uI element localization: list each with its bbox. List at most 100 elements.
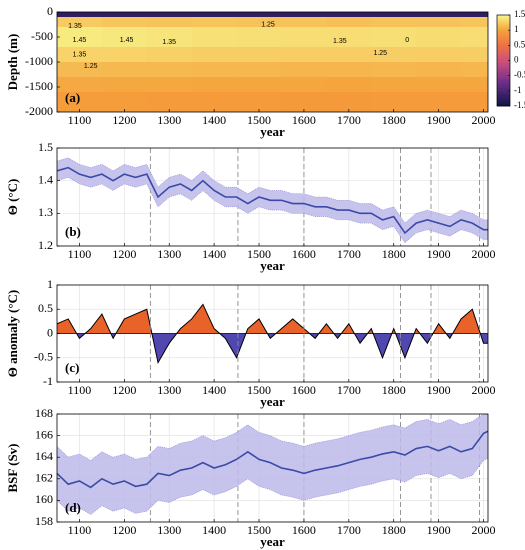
y-tick-label: -500 (31, 29, 53, 43)
heat-cell (191, 47, 238, 63)
heat-cell (281, 92, 327, 112)
colorbar-swatch (497, 85, 510, 89)
x-tick-label: 1900 (427, 523, 451, 537)
heat-cell (461, 17, 488, 28)
contour-label: 1.25 (261, 21, 275, 28)
y-tick-label: 0.5 (38, 301, 53, 315)
contour-label: 1.35 (333, 38, 347, 45)
heat-cell (371, 12, 417, 18)
heat-cell (191, 77, 238, 93)
x-axis-label: year (260, 394, 285, 409)
x-tick-label: 1500 (247, 247, 271, 261)
heat-cell (371, 62, 417, 78)
colorbar-swatch (497, 60, 510, 64)
panel-label: (b) (65, 224, 81, 239)
heat-cell (416, 47, 462, 63)
colorbar-swatch (497, 46, 510, 50)
heat-cell (461, 62, 488, 78)
y-tick-label: 1.5 (38, 140, 53, 154)
x-tick-label: 1600 (292, 383, 316, 397)
heat-cell (461, 27, 488, 48)
x-tick-label: 1800 (382, 247, 406, 261)
x-tick-label: 1500 (247, 113, 271, 127)
axes-frame (56, 413, 489, 523)
x-tick-label: 1800 (382, 113, 406, 127)
contour-label: 1.25 (373, 50, 387, 57)
heat-cell (416, 27, 462, 48)
colorbar-swatch (497, 80, 510, 84)
colorbar-tick-label: 1 (514, 24, 519, 34)
y-tick-label: -2000 (25, 104, 53, 118)
y-axis-label: Depth (m) (5, 34, 20, 91)
heat-cell (236, 62, 282, 78)
heat-cell (236, 17, 282, 28)
colorbar-swatch (497, 26, 510, 30)
colorbar-swatch (497, 28, 510, 32)
colorbar-tick-label: -1.5 (514, 100, 525, 110)
x-tick-label: 1300 (157, 523, 181, 537)
contour-label: 1.35 (68, 23, 82, 30)
heat-cell (461, 77, 488, 93)
heat-cell (146, 77, 193, 93)
colorbar-swatch (497, 55, 510, 59)
heat-cell (146, 62, 193, 78)
heat-cell (326, 17, 372, 28)
x-axis-label: year (260, 124, 285, 139)
heat-cell (236, 12, 282, 18)
plot-area (57, 285, 488, 382)
colorbar-swatch (497, 58, 510, 61)
x-tick-label: 2000 (472, 113, 496, 127)
colorbar-tick-label: 0 (514, 55, 519, 65)
heat-cell (191, 27, 238, 48)
x-tick-label: 1400 (202, 247, 226, 261)
y-tick-label: 166 (35, 427, 53, 441)
colorbar-swatch (497, 40, 510, 43)
y-axis-label: Θ anomaly (°C) (5, 290, 20, 378)
colorbar-swatch (497, 21, 510, 25)
y-tick-label: -0.5 (34, 350, 53, 364)
heat-cell (461, 92, 488, 112)
heat-cell (101, 92, 148, 112)
colorbar-swatch (497, 71, 510, 75)
x-tick-label: 1200 (112, 113, 136, 127)
colorbar-swatch (497, 49, 510, 52)
colorbar-swatch (497, 99, 510, 102)
colorbar-swatch (497, 17, 510, 20)
heat-cell (146, 12, 193, 18)
heat-cell (57, 92, 103, 112)
x-tick-label: 1500 (247, 523, 271, 537)
heat-cell (146, 17, 193, 28)
y-tick-label: -1000 (25, 54, 53, 68)
contour-label: 0 (405, 37, 409, 44)
heat-cell (191, 12, 238, 18)
x-tick-label: 1900 (427, 113, 451, 127)
y-tick-label: 168 (35, 406, 53, 420)
heat-cell (101, 17, 148, 28)
x-tick-label: 2000 (472, 247, 496, 261)
axes-frame (56, 147, 489, 247)
x-tick-label: 1900 (427, 247, 451, 261)
colorbar-tick-label: 1.5 (514, 9, 525, 19)
colorbar-swatch (497, 37, 510, 41)
y-axis-label: Θ (°C) (5, 179, 20, 216)
heat-cell (326, 62, 372, 78)
heat-cell (461, 12, 488, 18)
colorbar-swatch (497, 42, 510, 45)
heat-cell (236, 77, 282, 93)
contour-label: 1.25 (84, 63, 98, 70)
heat-cell (191, 92, 238, 112)
colorbar-swatch (497, 30, 510, 34)
y-tick-label: 1.4 (38, 172, 53, 186)
plot-area (57, 414, 488, 522)
heat-cell (326, 12, 372, 18)
heat-cell (281, 62, 327, 78)
x-tick-label: 1600 (292, 523, 316, 537)
colorbar-swatch (497, 53, 510, 57)
y-tick-label: -1 (43, 374, 53, 388)
panel-label: (d) (65, 500, 81, 515)
heat-cell (57, 77, 103, 93)
heat-cell (461, 47, 488, 63)
colorbar-swatch (497, 94, 510, 98)
heat-cell (326, 92, 372, 112)
